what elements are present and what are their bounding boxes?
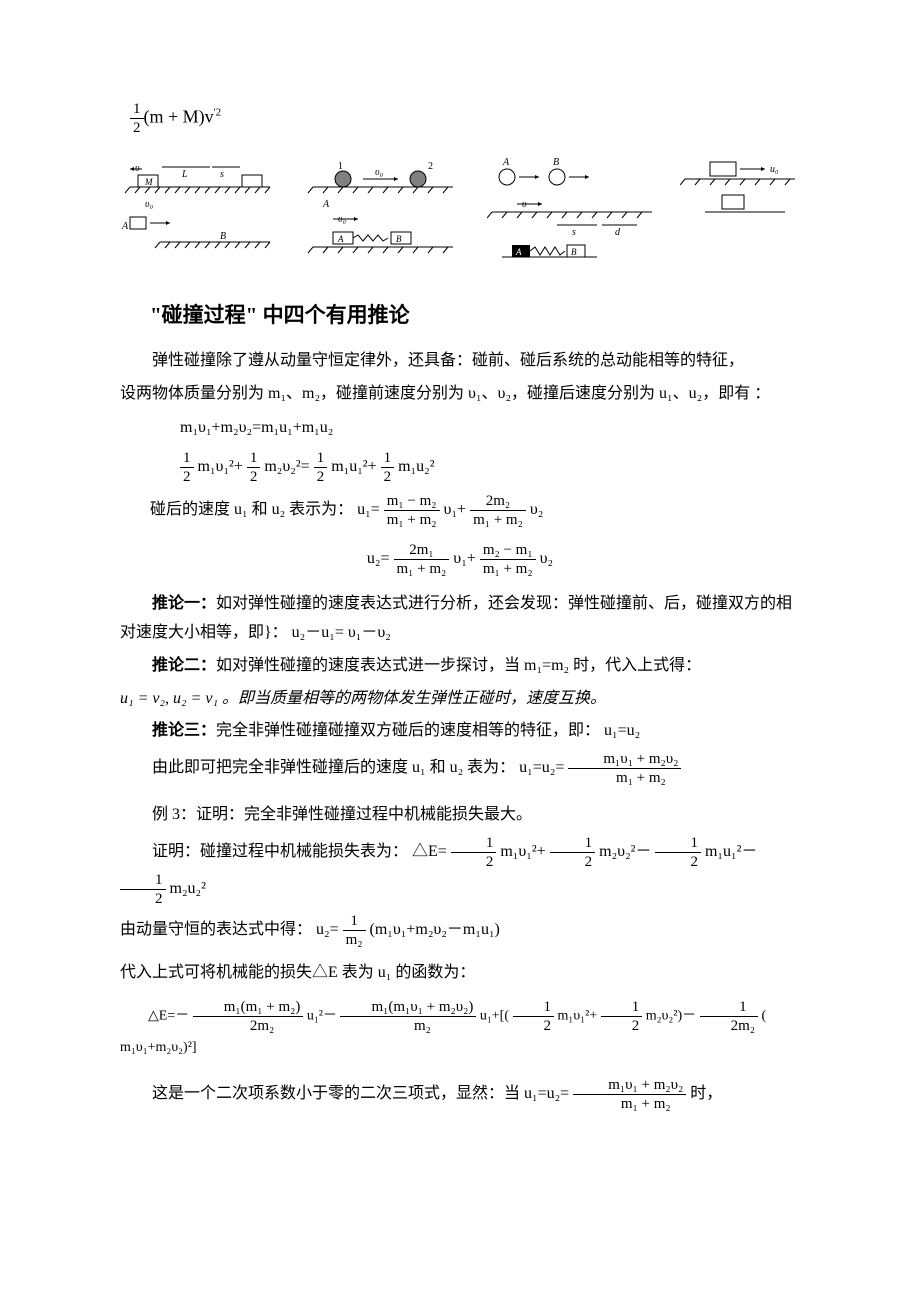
u2-formula: u₂= 2m₁m₁ + m₂ υ₁+ m₂ − m₁m₁ + m₂ υ₂: [120, 541, 800, 578]
d2-1: 1: [338, 161, 343, 172]
half-num: 1: [130, 100, 144, 119]
d1-s: s: [220, 169, 224, 180]
diagram-1: M υ L s υ₀ A B: [120, 157, 280, 267]
diagram-3: A B υ s d A B: [487, 157, 657, 267]
diagrams-row: M υ L s υ₀ A B 1 υ₀ 2: [120, 157, 800, 267]
d1-M: M: [144, 177, 153, 187]
subst-label: 代入上式可将机械能的损失△E 表为 u₁ 的函数为：: [120, 959, 800, 988]
section-heading: "碰撞过程" 中四个有用推论: [150, 297, 800, 335]
quadratic-conclusion: 这是一个二次项系数小于零的二次三项式，显然：当 u₁=u₂= m₁υ₁ + m₂…: [120, 1076, 800, 1113]
diagram-4: u₀: [680, 157, 800, 267]
corollary-2-eq: u₁ = v₂, u₂ = v₁ 。即当质量相等的两物体发生弹性正碰时，速度互换…: [120, 685, 800, 714]
d3-A: A: [502, 157, 510, 168]
d3-d: d: [615, 227, 621, 238]
d3-Bb: B: [571, 247, 577, 257]
d2-Ab: A: [337, 234, 344, 244]
d2-A: A: [322, 199, 330, 210]
eq-momentum: m₁υ₁+m₂υ₂=m₁u₁+m₁u₂: [180, 414, 800, 443]
d3-s: s: [572, 227, 576, 238]
example-3: 例 3：证明：完全非弹性碰撞过程中机械能损失最大。: [120, 801, 800, 830]
d1-B: B: [220, 231, 226, 242]
top-expr: (m + M)v: [144, 107, 214, 127]
d2-v0: υ₀: [375, 167, 384, 178]
corollary-3: 推论三：完全非弹性碰撞碰撞双方碰后的速度相等的特征，即： u₁=u₂: [120, 717, 800, 746]
d1-A: A: [121, 221, 129, 232]
diagram-2: 1 υ₀ 2 A υ₀ A B: [303, 157, 463, 267]
momentum-u2: 由动量守恒的表达式中得： u₂= 1m₂ (m₁υ₁+m₂υ₂－m₁u₁): [120, 912, 800, 949]
d2-2: 2: [428, 161, 433, 172]
d2-Bb: B: [396, 234, 402, 244]
corollary-3-after: 由此即可把完全非弹性碰撞后的速度 u₁ 和 u₂ 表为： u₁=u₂= m₁υ₁…: [120, 750, 800, 787]
intro-2: 设两物体质量分别为 m₁、m₂，碰撞前速度分别为 υ₁、υ₂，碰撞后速度分别为 …: [120, 380, 800, 409]
u1-formula: 碰后的速度 u₁ 和 u₂ 表示为： u₁= m₁ − m₂m₁ + m₂ υ₁…: [150, 492, 800, 529]
top-sup: '2: [214, 107, 221, 119]
d1-L: L: [181, 169, 188, 180]
long-de-eq: △E=－ m₁(m₁ + m₂)2m₂ u₁²－ m₁(m₁υ₁ + m₂υ₂)…: [120, 998, 800, 1060]
corollary-2: 推论二：如对弹性碰撞的速度表达式进一步探讨，当 m₁=m₂ 时，代入上式得：: [120, 652, 800, 681]
d1-v0: υ₀: [145, 199, 154, 210]
d4-u0: u₀: [770, 164, 779, 175]
intro-1: 弹性碰撞除了遵从动量守恒定律外，还具备：碰前、碰后系统的总动能相等的特征，: [120, 347, 800, 376]
d3-B: B: [553, 157, 559, 168]
d3-Ab: A: [515, 247, 522, 257]
eq-energy: 12 m₁υ₁²+ 12 m₂υ₂²= 12 m₁u₁²+ 12 m₁u₂²: [180, 449, 800, 486]
half-den: 2: [130, 119, 144, 137]
proof-de: 证明：碰撞过程中机械能损失表为： △E= 12 m₁υ₁²+ 12 m₂υ₂²－…: [120, 834, 800, 908]
corollary-1: 推论一：如对弹性碰撞的速度表达式进行分析，还会发现：弹性碰撞前、后，碰撞双方的相…: [120, 590, 800, 648]
top-formula: 12(m + M)v'2: [130, 100, 800, 137]
